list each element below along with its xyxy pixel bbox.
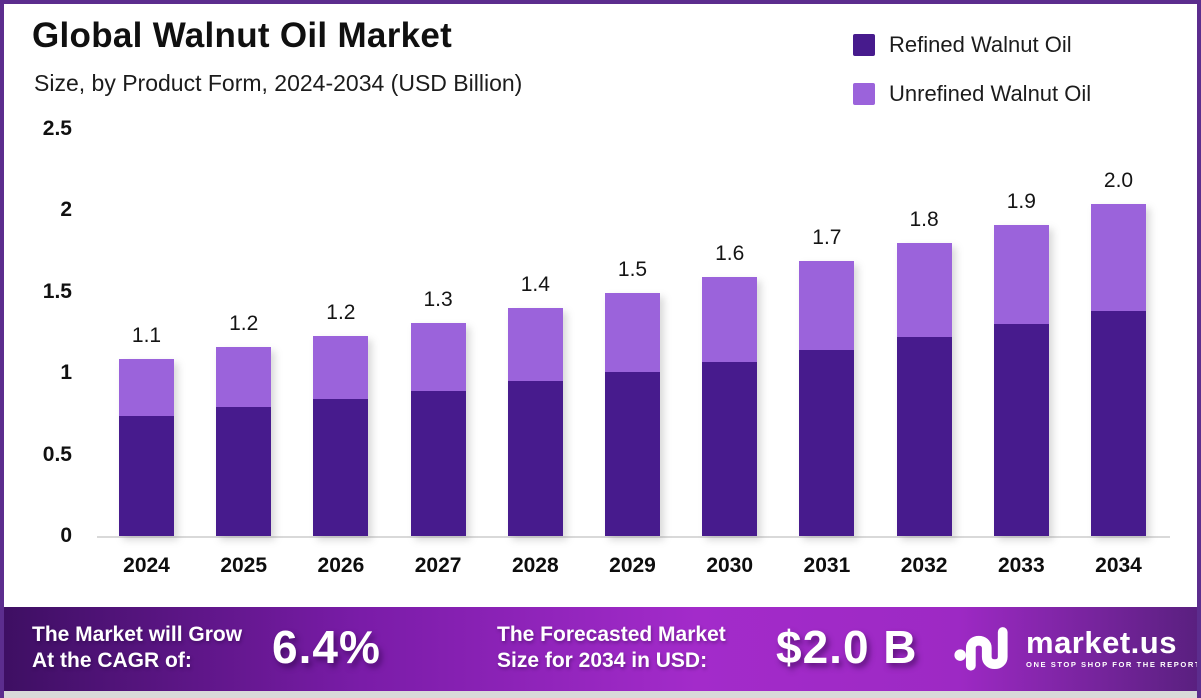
bar-unrefined-segment [119,358,174,416]
forecast-label-line1: The Forecasted Market [497,623,726,646]
x-axis-label: 2031 [803,554,851,577]
bar-refined-segment [896,337,952,536]
bar-refined-segment [702,361,758,536]
bar-unrefined-segment [410,322,466,392]
y-axis-tick-label: 2 [60,198,72,222]
cagr-label-line2: At the CAGR of: [32,649,192,672]
bar-value-label: 1.5 [617,258,648,282]
bar-value-label: 1.4 [520,273,550,297]
bar-group-2032 [896,242,952,536]
y-axis-tick-label: 0 [60,524,72,547]
bar-unrefined-segment [1091,203,1146,312]
bar-value-label: 1.1 [131,323,162,347]
x-axis-label: 2030 [706,554,754,577]
bar-group-2034 [1091,203,1146,536]
x-axis-label: 2033 [997,554,1045,577]
bar-value-label: 1.7 [812,225,842,249]
y-axis-tick-label: 1.5 [42,279,72,303]
bar-unrefined-segment [799,260,855,351]
legend-label: Refined Walnut Oil [889,32,1072,57]
brand-tagline: ONE STOP SHOP FOR THE REPORTS [1026,659,1201,669]
bar-value-label: 2.0 [1103,168,1134,192]
bar-refined-segment [507,381,563,536]
bar-refined-segment [410,391,466,536]
page-title: Global Walnut Oil Market [32,16,453,55]
bar-refined-segment [993,324,1049,536]
legend: Refined Walnut Oil Unrefined Walnut Oil [853,32,1091,107]
x-axis-label: 2024 [123,554,170,577]
bar-refined-segment [119,415,174,536]
legend-item: Unrefined Walnut Oil [853,81,1091,107]
brand-text: market.us ONE STOP SHOP FOR THE REPORTS [1026,624,1201,669]
bar-refined-segment [605,371,660,536]
legend-swatch [853,83,875,105]
bar-value-label: 1.2 [326,300,356,324]
y-axis-tick-label: 2.5 [42,117,72,140]
y-axis-tick-label: 0.5 [42,442,72,466]
x-axis-label: 2028 [511,554,559,577]
x-axis-label: 2025 [220,554,268,577]
bar-refined-segment [216,407,272,536]
bar-group-2024 [119,358,174,536]
x-axis-label: 2027 [414,554,462,577]
bar-unrefined-segment [896,242,952,338]
bar-group-2026 [313,335,369,536]
footer-banner: The Market will Grow At the CAGR of: 6.4… [4,607,1197,691]
forecast-value: $2.0 B [776,621,918,673]
bar-value-label: 1.8 [909,207,939,231]
bar-group-2025 [216,347,272,536]
page-subtitle: Size, by Product Form, 2024-2034 (USD Bi… [34,70,523,96]
legend-label: Unrefined Walnut Oil [889,81,1092,106]
bar-unrefined-segment [605,293,660,372]
bar-unrefined-segment [507,308,563,382]
forecast-label: The Forecasted Market Size for 2034 in U… [497,622,726,674]
bar-unrefined-segment [993,225,1049,325]
bar-unrefined-segment [313,335,369,400]
stacked-bar-chart: 0 0.5 1 1.5 2 2.5 1.1 2024 1.2 2025 1.2 2026 1.3 2027… [4,4,1197,604]
bar-refined-segment [313,399,369,536]
bar-value-label: 1.2 [229,312,259,336]
bar-group-2031 [799,260,855,536]
bar-group-2028 [507,308,563,536]
bar-value-label: 1.3 [423,287,453,311]
x-axis-label: 2026 [317,554,365,577]
forecast-label-line2: Size for 2034 in USD: [497,649,708,672]
bar-refined-segment [799,350,855,536]
cagr-value: 6.4% [272,621,381,673]
y-axis-tick-label: 1 [60,361,72,385]
legend-item: Refined Walnut Oil [853,32,1091,58]
bar-group-2033 [993,225,1049,536]
cagr-label-line1: The Market will Grow [32,623,243,646]
bar-group-2027 [410,322,466,536]
bar-refined-segment [1091,311,1146,536]
x-axis-label: 2032 [900,554,948,577]
x-axis-label: 2029 [609,554,656,577]
cagr-label: The Market will Grow At the CAGR of: [32,622,242,674]
marketus-logo-icon [954,621,1016,675]
bar-unrefined-segment [216,347,272,408]
x-axis-label: 2034 [1095,554,1142,577]
bar-group-2030 [702,277,758,536]
x-axis-line [97,536,1170,538]
bar-value-label: 1.9 [1006,190,1036,214]
bottom-strip [4,691,1197,698]
bar-value-label: 1.6 [715,242,745,266]
bar-group-2029 [605,293,660,536]
bar-unrefined-segment [702,277,758,362]
legend-swatch [853,34,875,56]
brand-logo: market.us ONE STOP SHOP FOR THE REPORTS [954,621,1201,675]
brand-name: market.us [1026,624,1177,660]
